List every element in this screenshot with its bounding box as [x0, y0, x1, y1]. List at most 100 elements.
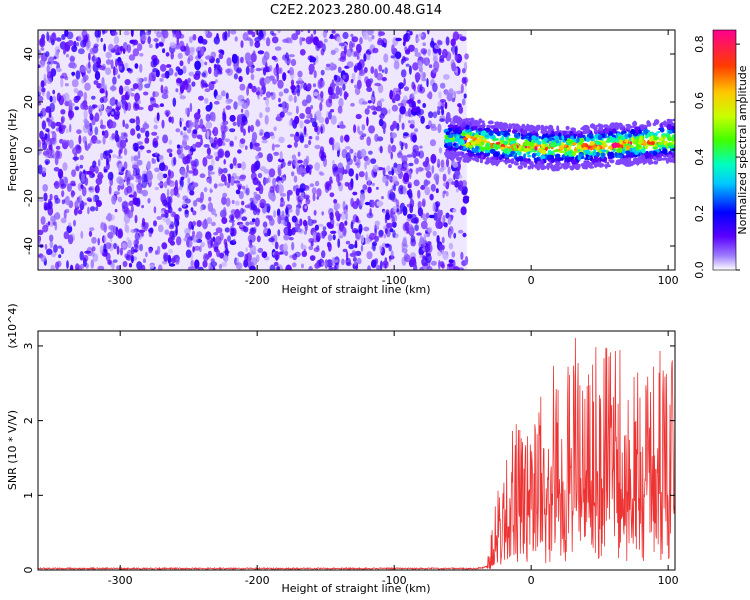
noise-cell [367, 105, 371, 109]
noise-cell [273, 151, 280, 156]
signal-cell [481, 154, 484, 158]
noise-cell [148, 104, 154, 112]
noise-cell [41, 120, 47, 130]
noise-cell [326, 259, 333, 268]
noise-cell [222, 207, 227, 217]
noise-cell [168, 248, 173, 254]
snr-ylabel: SNR (10 * V/V) [6, 410, 19, 490]
noise-cell [303, 248, 307, 256]
noise-cell [375, 226, 380, 230]
noise-cell [321, 250, 326, 259]
noise-cell [323, 157, 327, 168]
noise-cell [119, 247, 123, 256]
noise-cell [257, 208, 261, 213]
noise-cell [75, 70, 81, 80]
noise-cell [84, 250, 91, 254]
noise-cell [407, 181, 413, 189]
noise-cell [112, 154, 117, 158]
noise-cell [91, 104, 96, 110]
noise-cell [175, 88, 179, 93]
signal-cell [499, 146, 505, 150]
noise-cell [151, 131, 158, 136]
noise-cell [259, 198, 266, 207]
noise-cell [212, 126, 219, 137]
noise-cell [70, 190, 75, 198]
noise-cell [257, 50, 265, 55]
noise-cell [259, 112, 263, 119]
noise-cell [79, 154, 84, 161]
signal-cell [604, 128, 610, 134]
signal-cell [465, 124, 470, 130]
noise-cell [272, 177, 276, 187]
noise-cell [91, 236, 97, 244]
signal-cell [473, 120, 477, 127]
noise-cell [385, 212, 390, 221]
noise-cell [305, 165, 310, 174]
y-tick-label: 40 [22, 47, 35, 61]
noise-cell [55, 145, 61, 150]
noise-cell [245, 247, 248, 252]
signal-cell [473, 134, 480, 138]
noise-cell [125, 138, 128, 143]
noise-cell [448, 242, 454, 250]
noise-cell [126, 237, 130, 242]
noise-cell [307, 218, 314, 226]
noise-cell [280, 163, 284, 169]
noise-cell [128, 54, 136, 61]
noise-cell [45, 128, 50, 133]
signal-cell [492, 128, 500, 133]
noise-cell [78, 194, 83, 204]
noise-cell [412, 92, 415, 97]
noise-cell [325, 63, 331, 68]
noise-cell [100, 152, 104, 161]
noise-cell [123, 85, 130, 92]
signal-cell [565, 125, 570, 131]
noise-cell [310, 240, 314, 247]
noise-cell [210, 237, 214, 247]
noise-cell [170, 188, 175, 197]
noise-cell [412, 144, 420, 153]
signal-cell [566, 138, 572, 144]
noise-cell [309, 56, 317, 63]
noise-cell [319, 102, 323, 112]
noise-cell [101, 30, 106, 35]
noise-cell [372, 47, 379, 54]
noise-cell [290, 58, 297, 67]
noise-cell [190, 207, 194, 213]
noise-cell [259, 166, 267, 172]
signal-cell [659, 127, 665, 133]
signal-cell [575, 155, 579, 161]
noise-cell [189, 148, 196, 152]
signal-cell [621, 148, 626, 155]
noise-cell [329, 180, 333, 184]
noise-cell [142, 123, 150, 130]
noise-cell [286, 102, 289, 110]
signal-cell [634, 126, 640, 130]
noise-cell [117, 228, 123, 239]
noise-cell [111, 260, 115, 270]
noise-cell [354, 84, 358, 89]
noise-cell [319, 41, 323, 49]
signal-cell [572, 165, 578, 168]
noise-cell [258, 181, 261, 186]
noise-cell [410, 238, 417, 247]
noise-cell [106, 105, 111, 110]
noise-cell [99, 88, 105, 94]
signal-cell [667, 159, 672, 162]
signal-cell [593, 156, 599, 162]
noise-cell [356, 79, 362, 90]
signal-cell [570, 127, 576, 131]
noise-cell [299, 135, 305, 144]
noise-cell [405, 63, 410, 67]
noise-cell [269, 218, 275, 226]
noise-cell [297, 70, 303, 78]
noise-cell [162, 164, 169, 172]
noise-cell [414, 224, 419, 232]
noise-cell [114, 133, 120, 143]
noise-cell [365, 50, 372, 55]
noise-cell [391, 168, 395, 176]
noise-cell [61, 199, 65, 205]
noise-cell [320, 126, 323, 134]
signal-cell [540, 155, 546, 159]
